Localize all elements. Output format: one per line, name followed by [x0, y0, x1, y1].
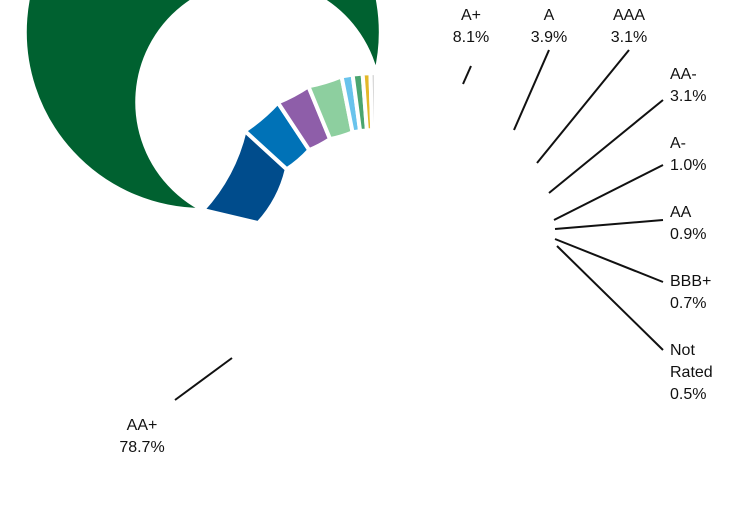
leader-line-a	[553, 164, 664, 221]
label-a: A+ 8.1%	[453, 7, 489, 46]
value-label-aaa: 3.1%	[611, 29, 647, 46]
label-group: AA+ 78.7%A+ 8.1%A 3.9%AAA 3.1%AA-3.1%A-1.0%A…	[119, 7, 712, 456]
value-label-a: 3.9%	[531, 29, 567, 46]
slice-aa	[22, 0, 383, 226]
label-line-a-1: A-	[670, 135, 686, 152]
slice-not-rated	[368, 71, 378, 133]
value-label-aa: 3.1%	[670, 88, 706, 105]
leader-line-aa	[174, 357, 233, 401]
label-line-bbb-1: BBB+	[670, 273, 711, 290]
leader-line-group	[174, 49, 664, 401]
label-line-aaa-1: AAA	[613, 7, 645, 24]
leader-line-not-rated	[556, 245, 664, 351]
value-label-not-rated: 0.5%	[670, 386, 706, 403]
leader-line-aa	[554, 219, 664, 230]
label-line-not-rated-1: Not	[670, 342, 695, 359]
label-aa: AA 0.9%	[670, 204, 706, 243]
value-label-aa: 0.9%	[670, 226, 706, 243]
label-line-aa-1: AA	[670, 204, 692, 221]
label-aa: AA+ 78.7%	[119, 417, 164, 456]
label-aa: AA- 3.1%	[670, 66, 706, 105]
value-label-aa: 78.7%	[119, 439, 164, 456]
value-label-a: 1.0%	[670, 157, 706, 174]
leader-line-aa	[548, 99, 664, 194]
value-label-a: 8.1%	[453, 29, 489, 46]
label-line-aa-1: AA+	[127, 417, 158, 434]
leader-line-aaa	[536, 49, 630, 164]
label-line-aa-1: AA-	[670, 66, 697, 83]
label-a: A- 1.0%	[670, 135, 706, 174]
leader-line-bbb	[554, 238, 664, 283]
label-line-not-rated-2: Rated	[670, 364, 713, 381]
label-line-a-1: A	[544, 7, 555, 24]
label-not-rated: Not Rated 0.5%	[670, 342, 713, 403]
label-line-a-1: A+	[461, 7, 481, 24]
label-a: A 3.9%	[531, 7, 567, 46]
label-aaa: AAA 3.1%	[611, 7, 647, 46]
label-bbb: BBB+ 0.7%	[670, 273, 711, 312]
slice-group	[22, 0, 383, 226]
value-label-bbb: 0.7%	[670, 295, 706, 312]
leader-line-a	[462, 65, 472, 85]
leader-line-a	[513, 49, 550, 131]
